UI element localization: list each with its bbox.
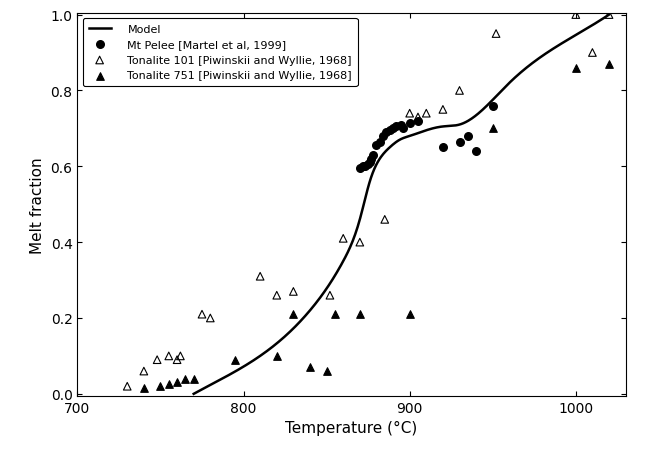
Model	[415, 131, 422, 136]
Tonalite 101 [Piwinskii and Wyllie, 1968]	[139, 368, 149, 375]
Tonalite 751 [Piwinskii and Wyllie, 1968]	[164, 381, 174, 388]
Tonalite 751 [Piwinskii and Wyllie, 1968]	[188, 375, 199, 383]
Tonalite 101 [Piwinskii and Wyllie, 1968]	[175, 353, 186, 360]
Model	[530, 60, 538, 66]
Mt Pelee [Martel et al, 1999]	[372, 142, 382, 150]
Tonalite 101 [Piwinskii and Wyllie, 1968]	[197, 311, 207, 318]
Mt Pelee [Martel et al, 1999]	[488, 103, 498, 110]
Tonalite 101 [Piwinskii and Wyllie, 1968]	[438, 106, 448, 114]
Tonalite 751 [Piwinskii and Wyllie, 1968]	[272, 353, 282, 360]
Mt Pelee [Martel et al, 1999]	[364, 160, 375, 167]
Mt Pelee [Martel et al, 1999]	[378, 133, 388, 140]
Mt Pelee [Martel et al, 1999]	[392, 124, 402, 131]
Tonalite 751 [Piwinskii and Wyllie, 1968]	[172, 379, 183, 386]
Mt Pelee [Martel et al, 1999]	[358, 163, 368, 171]
Mt Pelee [Martel et al, 1999]	[384, 127, 395, 135]
Tonalite 101 [Piwinskii and Wyllie, 1968]	[454, 87, 464, 95]
Mt Pelee [Martel et al, 1999]	[454, 139, 464, 146]
Model	[595, 19, 603, 25]
Model	[190, 391, 197, 397]
Mt Pelee [Martel et al, 1999]	[398, 126, 408, 133]
Tonalite 101 [Piwinskii and Wyllie, 1968]	[421, 110, 432, 117]
Tonalite 101 [Piwinskii and Wyllie, 1968]	[172, 356, 183, 364]
Tonalite 751 [Piwinskii and Wyllie, 1968]	[330, 311, 340, 318]
Tonalite 101 [Piwinskii and Wyllie, 1968]	[355, 239, 365, 246]
Mt Pelee [Martel et al, 1999]	[462, 133, 473, 140]
Mt Pelee [Martel et al, 1999]	[413, 118, 423, 125]
Tonalite 101 [Piwinskii and Wyllie, 1968]	[413, 114, 423, 121]
Tonalite 101 [Piwinskii and Wyllie, 1968]	[338, 235, 348, 243]
Tonalite 101 [Piwinskii and Wyllie, 1968]	[164, 353, 174, 360]
Tonalite 751 [Piwinskii and Wyllie, 1968]	[139, 384, 149, 392]
Mt Pelee [Martel et al, 1999]	[368, 152, 378, 159]
Tonalite 101 [Piwinskii and Wyllie, 1968]	[122, 383, 132, 390]
Tonalite 751 [Piwinskii and Wyllie, 1968]	[604, 61, 614, 68]
Tonalite 751 [Piwinskii and Wyllie, 1968]	[571, 65, 581, 72]
Mt Pelee [Martel et al, 1999]	[471, 148, 481, 156]
Tonalite 101 [Piwinskii and Wyllie, 1968]	[288, 288, 299, 295]
Mt Pelee [Martel et al, 1999]	[381, 129, 392, 136]
Tonalite 101 [Piwinskii and Wyllie, 1968]	[255, 273, 265, 280]
Tonalite 751 [Piwinskii and Wyllie, 1968]	[404, 311, 415, 318]
Mt Pelee [Martel et al, 1999]	[366, 156, 377, 163]
Tonalite 101 [Piwinskii and Wyllie, 1968]	[491, 31, 501, 38]
Tonalite 751 [Piwinskii and Wyllie, 1968]	[288, 311, 299, 318]
Tonalite 101 [Piwinskii and Wyllie, 1968]	[604, 12, 614, 19]
Tonalite 101 [Piwinskii and Wyllie, 1968]	[587, 50, 597, 57]
Mt Pelee [Martel et al, 1999]	[438, 144, 448, 152]
Line: Model: Model	[194, 15, 609, 394]
Mt Pelee [Martel et al, 1999]	[404, 120, 415, 127]
Tonalite 751 [Piwinskii and Wyllie, 1968]	[355, 311, 365, 318]
Tonalite 101 [Piwinskii and Wyllie, 1968]	[380, 216, 390, 223]
Tonalite 751 [Piwinskii and Wyllie, 1968]	[321, 368, 332, 375]
Tonalite 101 [Piwinskii and Wyllie, 1968]	[571, 12, 581, 19]
Model	[605, 13, 613, 18]
X-axis label: Temperature (°C): Temperature (°C)	[285, 420, 418, 435]
Tonalite 751 [Piwinskii and Wyllie, 1968]	[180, 375, 190, 383]
Y-axis label: Melt fraction: Melt fraction	[30, 157, 45, 253]
Tonalite 101 [Piwinskii and Wyllie, 1968]	[404, 110, 415, 117]
Tonalite 101 [Piwinskii and Wyllie, 1968]	[205, 315, 215, 322]
Tonalite 751 [Piwinskii and Wyllie, 1968]	[155, 383, 166, 390]
Model	[387, 144, 395, 150]
Tonalite 101 [Piwinskii and Wyllie, 1968]	[325, 292, 335, 299]
Tonalite 751 [Piwinskii and Wyllie, 1968]	[230, 356, 241, 364]
Mt Pelee [Martel et al, 1999]	[388, 126, 398, 133]
Mt Pelee [Martel et al, 1999]	[360, 163, 370, 171]
Tonalite 101 [Piwinskii and Wyllie, 1968]	[152, 356, 163, 364]
Legend: Model, Mt Pelee [Martel et al, 1999], Tonalite 101 [Piwinskii and Wyllie, 1968],: Model, Mt Pelee [Martel et al, 1999], To…	[83, 19, 357, 87]
Tonalite 751 [Piwinskii and Wyllie, 1968]	[488, 126, 498, 133]
Mt Pelee [Martel et al, 1999]	[363, 162, 373, 169]
Mt Pelee [Martel et al, 1999]	[375, 139, 385, 146]
Model	[390, 142, 397, 147]
Tonalite 101 [Piwinskii and Wyllie, 1968]	[272, 292, 282, 299]
Model	[437, 125, 445, 130]
Tonalite 751 [Piwinskii and Wyllie, 1968]	[305, 364, 315, 371]
Mt Pelee [Martel et al, 1999]	[396, 121, 406, 129]
Mt Pelee [Martel et al, 1999]	[355, 165, 365, 172]
